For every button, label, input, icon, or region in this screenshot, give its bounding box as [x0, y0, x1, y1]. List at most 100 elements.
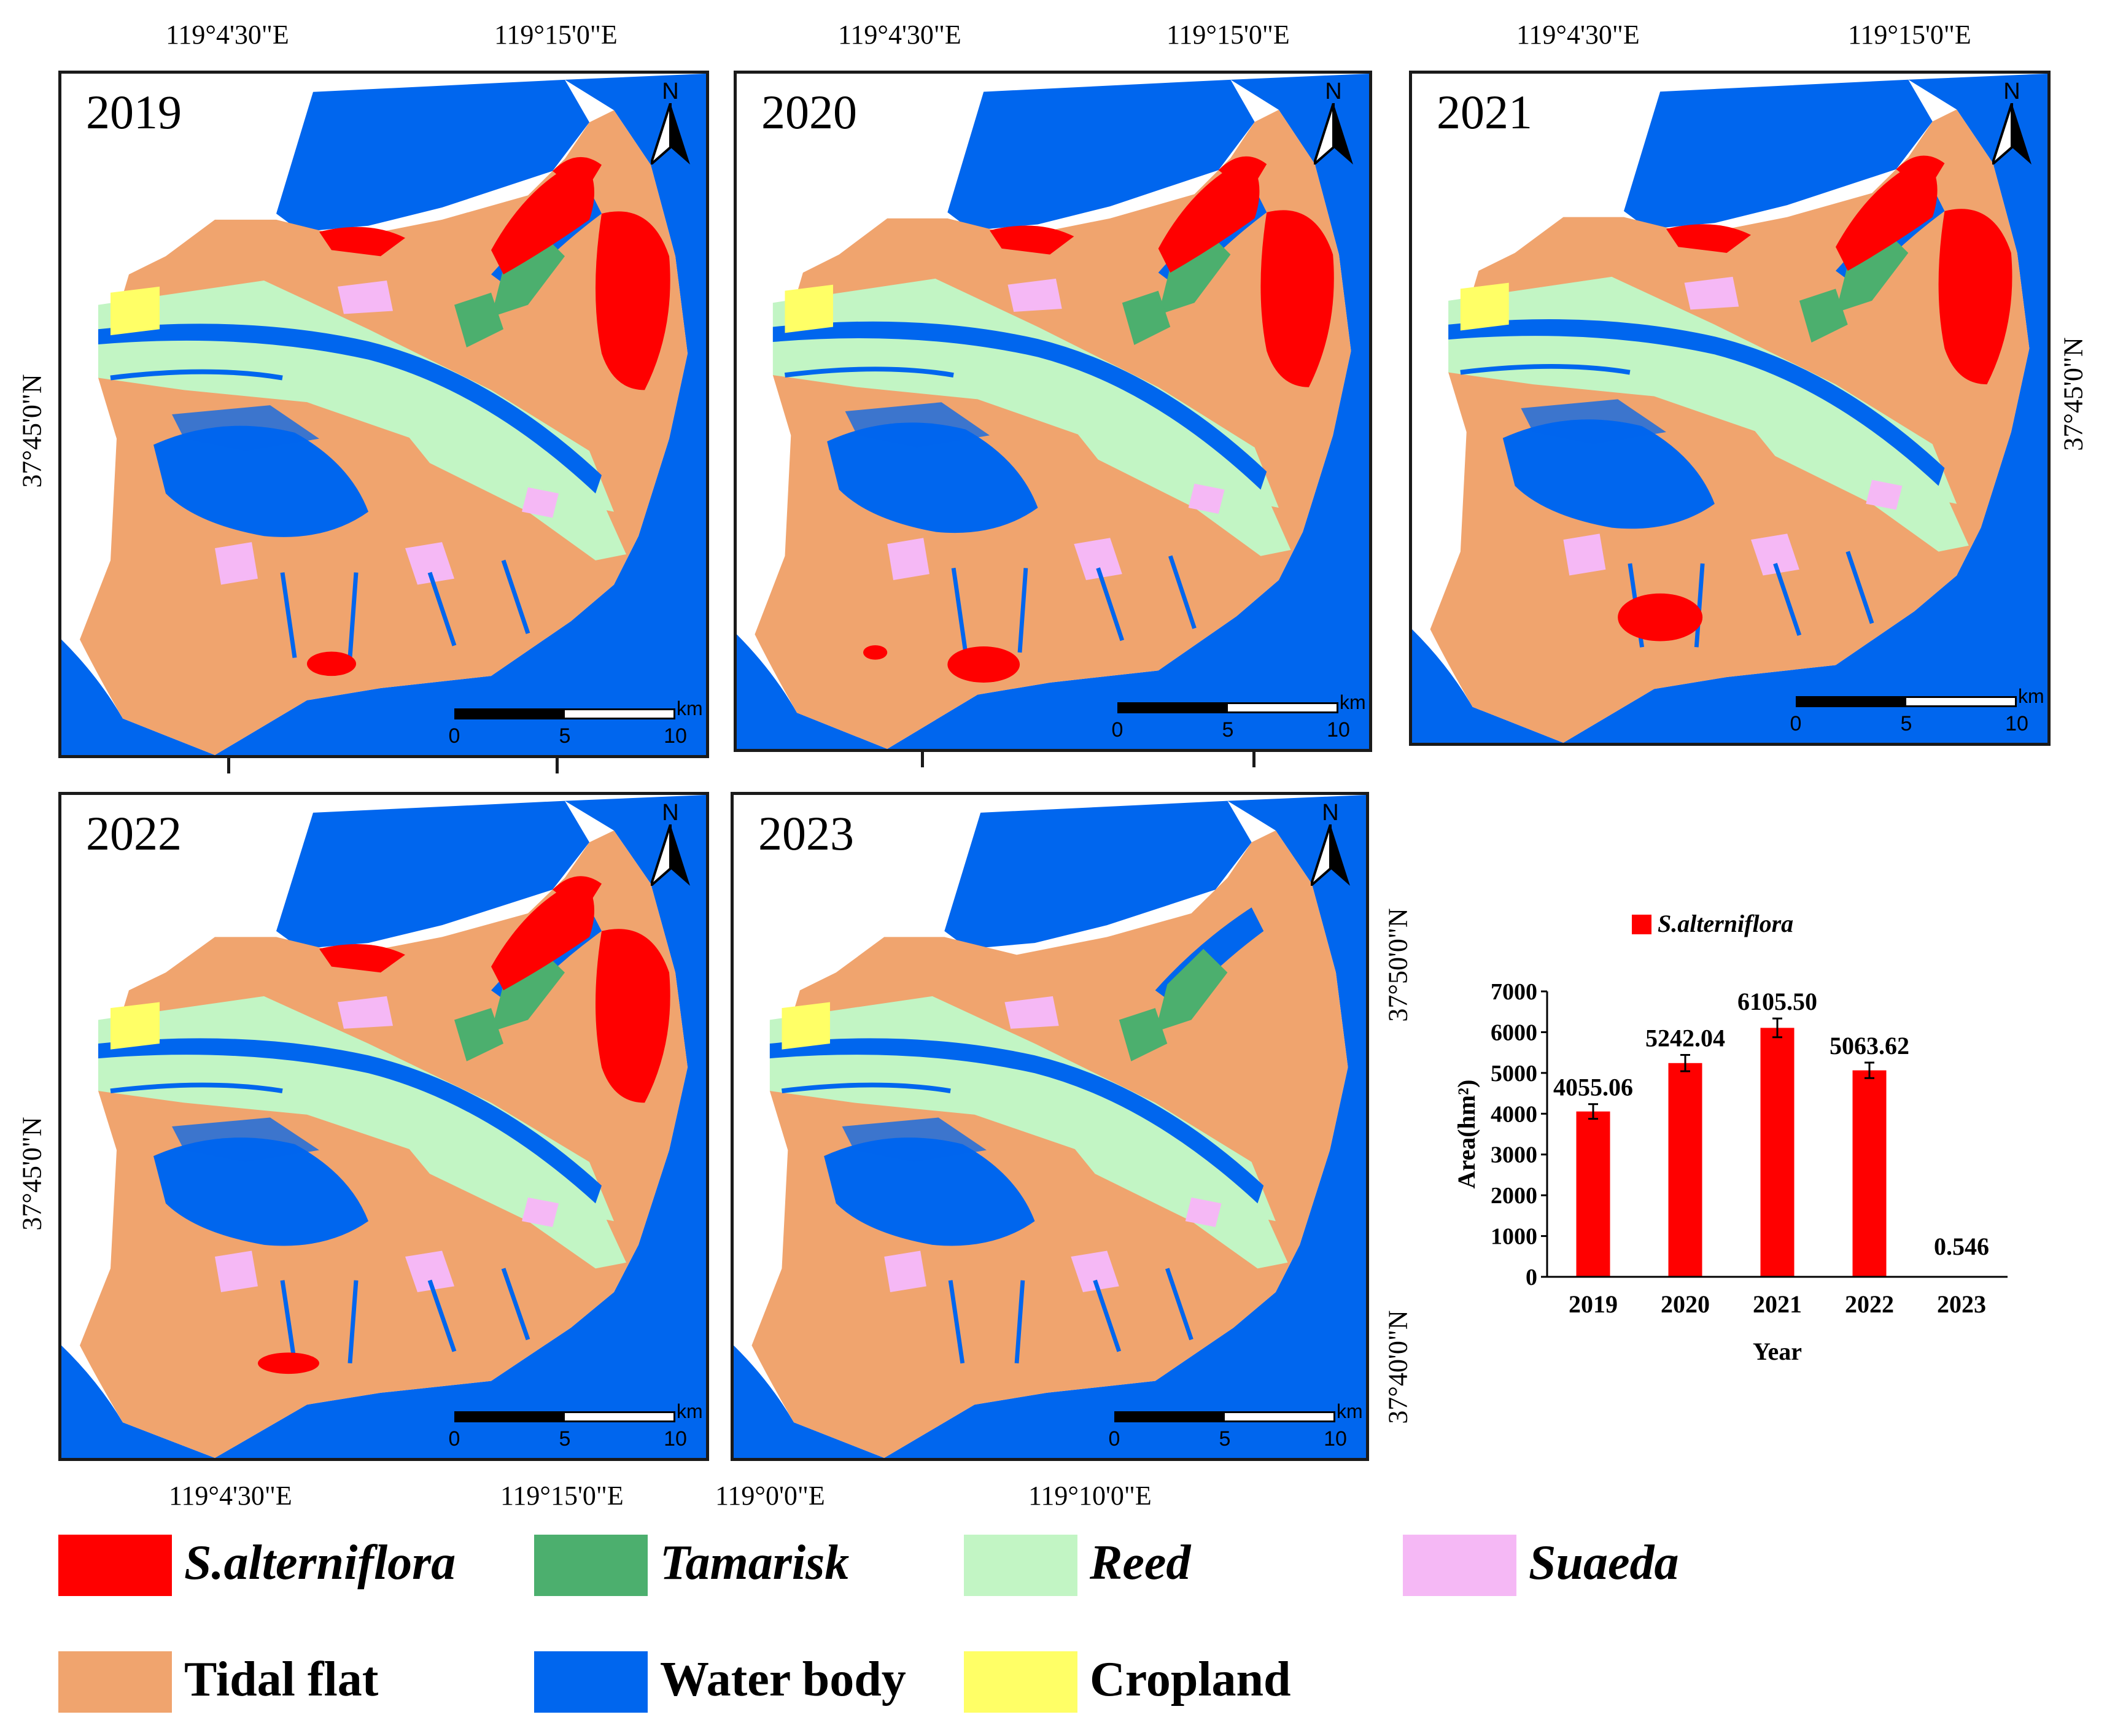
scale-tick: 5 [559, 1427, 571, 1451]
north-label: N [662, 800, 679, 826]
map-panel-2022: 2022 N km 0 5 10 [58, 792, 709, 1461]
bar [1852, 1070, 1887, 1277]
lat-label: 37°40'0"N [1383, 1310, 1413, 1424]
y-tick-label: 2000 [1491, 1183, 1537, 1209]
y-tick-label: 3000 [1491, 1142, 1537, 1168]
y-axis-label: Area(hm²) [1453, 1080, 1480, 1189]
legend-label: Suaeda [1529, 1536, 1679, 1590]
north-label: N [662, 79, 679, 104]
north-arrow-icon [1314, 103, 1353, 165]
scale-tick: 10 [664, 1427, 687, 1451]
scale-tick: 10 [1327, 718, 1350, 742]
legend-label: Water body [660, 1653, 906, 1707]
scale-bar: km 0 5 10 [1112, 684, 1366, 745]
panel-year-label: 2022 [86, 807, 182, 860]
lon-label: 119°0'0"E [715, 1481, 825, 1511]
north-arrow: N [1306, 801, 1355, 893]
legend-swatch [58, 1535, 172, 1596]
north-arrow: N [1987, 80, 2036, 172]
scale-unit: km [677, 1400, 703, 1422]
data-label: 5063.62 [1830, 1032, 1909, 1060]
scale-tick: 0 [1790, 712, 1802, 735]
lon-label: 119°15'0"E [494, 20, 618, 50]
panel-year-label: 2019 [86, 85, 182, 139]
x-tick-label: 2022 [1845, 1290, 1894, 1318]
lat-label: 37°45'0"N [17, 1117, 47, 1231]
scale-tick: 5 [1219, 1427, 1231, 1451]
land-cover-map [737, 74, 1369, 749]
x-axis-label: Year [1753, 1338, 1802, 1365]
scale-tick: 10 [664, 724, 687, 748]
x-tick-label: 2019 [1569, 1290, 1618, 1318]
lon-label: 119°10'0"E [1028, 1481, 1152, 1511]
scale-bar: km 0 5 10 [449, 690, 703, 751]
lon-label: 119°4'30"E [169, 1481, 292, 1511]
legend-swatch [534, 1651, 648, 1713]
lat-label: 37°45'0"N [17, 374, 47, 488]
panel-year-label: 2020 [761, 85, 857, 139]
map-panel-2020: 2020 N km 0 5 10 [734, 71, 1372, 752]
north-arrow-icon [651, 824, 690, 886]
data-label: 5242.04 [1645, 1024, 1725, 1052]
map-panel-2023: 2023 N km 0 5 10 [731, 792, 1369, 1461]
legend-swatch [534, 1535, 648, 1596]
legend-swatch [964, 1651, 1077, 1713]
lon-label: 119°15'0"E [1848, 20, 1971, 50]
bar [1576, 1111, 1610, 1277]
lon-tick [227, 758, 230, 773]
lon-label: 119°15'0"E [1166, 20, 1290, 50]
north-label: N [1322, 800, 1339, 826]
scale-unit: km [677, 697, 703, 719]
legend-label: Cropland [1090, 1653, 1291, 1707]
land-cover-map [61, 74, 706, 755]
chart-legend-swatch [1632, 915, 1651, 934]
scale-tick: 0 [448, 1427, 460, 1451]
legend-swatch [1403, 1535, 1516, 1596]
chart-legend-label: S.alterniflora [1658, 910, 1793, 937]
lon-label: 119°4'30"E [838, 20, 961, 50]
legend-swatch [964, 1535, 1077, 1596]
y-tick-label: 1000 [1491, 1224, 1537, 1250]
bar [1760, 1028, 1795, 1277]
scale-tick: 0 [1108, 1427, 1120, 1451]
north-label: N [2003, 79, 2020, 104]
north-arrow-icon [651, 103, 690, 165]
scale-tick: 0 [448, 724, 460, 748]
scale-tick: 5 [1900, 712, 1912, 735]
lat-label: 37°50'0"N [1383, 908, 1413, 1022]
scale-tick: 5 [1222, 718, 1234, 742]
legend-label: S.alterniflora [184, 1536, 456, 1590]
land-cover-map [61, 795, 706, 1458]
scale-bar: km 0 5 10 [1109, 1393, 1363, 1454]
north-label: N [1325, 79, 1342, 104]
legend-label: Tamarisk [660, 1536, 850, 1590]
bar [1668, 1063, 1702, 1277]
x-tick-label: 2023 [1937, 1290, 1986, 1318]
legend-label: Tidal flat [184, 1653, 379, 1707]
scale-tick: 0 [1111, 718, 1123, 742]
data-label: 6105.50 [1737, 988, 1817, 1015]
lon-tick [1252, 752, 1255, 767]
north-arrow: N [1309, 80, 1358, 172]
y-tick-label: 7000 [1491, 979, 1537, 1005]
scale-tick: 10 [1324, 1427, 1347, 1451]
map-panel-2021: 2021 N km 0 5 10 [1409, 71, 2051, 746]
north-arrow: N [646, 80, 695, 172]
lon-label: 119°4'30"E [1516, 20, 1640, 50]
y-tick-label: 0 [1526, 1265, 1537, 1290]
lon-tick [556, 758, 559, 773]
lon-label: 119°15'0"E [500, 1481, 624, 1511]
data-label: 0.546 [1934, 1233, 1989, 1260]
legend-label: Reed [1090, 1536, 1191, 1590]
land-cover-map [1412, 74, 2047, 743]
area-bar-chart: S.alterniflora 0 1000 2000 3000 4000 5000 6000… [1453, 910, 2008, 1365]
lat-label: 37°45'0"N [2058, 337, 2089, 451]
scale-unit: km [1337, 1400, 1363, 1422]
north-arrow: N [646, 801, 695, 893]
data-label: 4055.06 [1553, 1074, 1633, 1101]
scale-bar: km 0 5 10 [449, 1393, 703, 1454]
scale-bar: km 0 5 10 [1790, 678, 2044, 739]
north-arrow-icon [1992, 103, 2032, 165]
x-tick-label: 2021 [1753, 1290, 1802, 1318]
scale-tick: 5 [559, 724, 571, 748]
